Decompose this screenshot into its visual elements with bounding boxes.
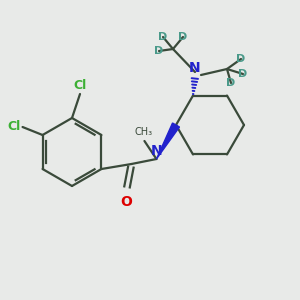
Text: D: D [238, 69, 247, 79]
Text: Cl: Cl [7, 121, 21, 134]
Text: Cl: Cl [74, 79, 87, 92]
Text: D: D [226, 78, 236, 88]
Text: D: D [154, 46, 164, 56]
Text: O: O [121, 195, 132, 209]
Text: CH₃: CH₃ [134, 127, 152, 137]
Text: N: N [151, 144, 162, 158]
Text: D: D [236, 54, 246, 64]
Polygon shape [156, 123, 179, 159]
Text: D: D [178, 32, 188, 42]
Text: N: N [189, 61, 201, 75]
Text: D: D [158, 32, 168, 42]
